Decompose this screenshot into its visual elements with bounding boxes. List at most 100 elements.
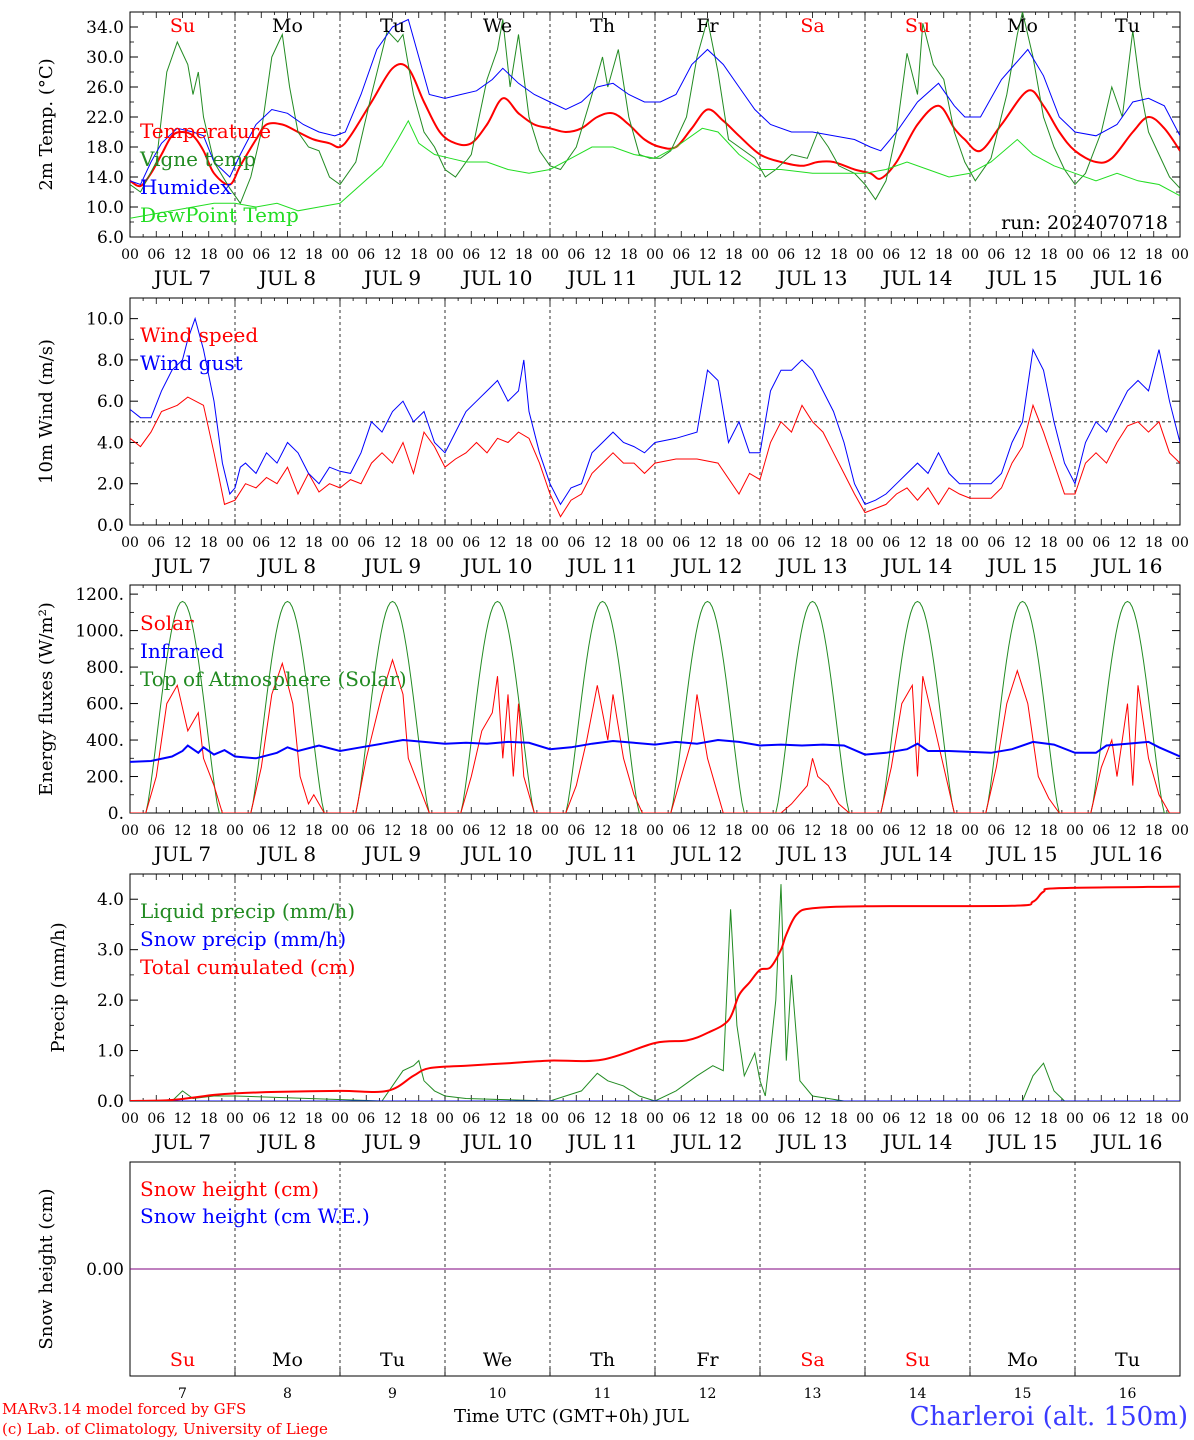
date-label: JUL 9 [362, 554, 421, 578]
y-tick-label: 600. [86, 695, 124, 715]
hour-tick-label: 06 [567, 247, 585, 263]
hour-tick-label: 18 [830, 823, 848, 839]
hour-tick-label: 00 [646, 535, 664, 551]
y-tick-label: 2.0 [97, 475, 124, 495]
date-label: JUL 7 [152, 842, 211, 866]
y-tick-label: 10.0 [86, 310, 124, 330]
hour-tick-label: 12 [489, 247, 507, 263]
hour-tick-label: 18 [515, 1111, 533, 1127]
weekday-label: Th [590, 1349, 615, 1371]
date-label: JUL 13 [776, 266, 848, 290]
weekday-label: Th [590, 15, 615, 37]
hour-tick-label: 06 [672, 247, 690, 263]
model-credit: MARv3.14 model forced by GFS [2, 1400, 247, 1418]
hour-tick-label: 06 [672, 535, 690, 551]
series-dewpoint-temp [130, 119, 1180, 219]
hour-tick-label: 06 [252, 1111, 270, 1127]
date-label: JUL 14 [881, 1130, 953, 1154]
hour-tick-label: 18 [620, 247, 638, 263]
hour-tick-label: 00 [751, 1111, 769, 1127]
y-tick-label: 6.0 [97, 392, 124, 412]
date-label: JUL 11 [566, 554, 638, 578]
legend-entry: Wind gust [140, 351, 243, 375]
hour-tick-label: 18 [935, 247, 953, 263]
hour-tick-label: 12 [384, 247, 402, 263]
hour-tick-label: 12 [699, 247, 717, 263]
hour-tick-label: 00 [436, 823, 454, 839]
date-label: JUL 10 [461, 266, 533, 290]
hour-tick-label: 12 [594, 535, 612, 551]
date-label: JUL 14 [881, 842, 953, 866]
toa-solar-line [130, 600, 1180, 813]
y-tick-label: 0.00 [86, 1260, 124, 1280]
hour-tick-label: 00 [646, 823, 664, 839]
hour-tick-label: 00 [856, 247, 874, 263]
hour-tick-label: 18 [200, 823, 218, 839]
date-label: JUL 7 [152, 554, 211, 578]
hour-tick-label: 18 [515, 247, 533, 263]
hour-tick-label: 06 [1092, 1111, 1110, 1127]
hour-tick-label: 12 [909, 1111, 927, 1127]
date-label: JUL 12 [671, 842, 743, 866]
hour-tick-label: 12 [279, 823, 297, 839]
weekday-label: Mo [1007, 1349, 1038, 1371]
date-label: JUL 12 [671, 554, 743, 578]
legend-entry: Snow height (cm) [140, 1177, 319, 1201]
hour-tick-label: 12 [804, 1111, 822, 1127]
hour-tick-label: 18 [725, 247, 743, 263]
weekday-label: We [483, 15, 512, 37]
y-tick-label: 0. [108, 804, 124, 824]
hour-tick-label: 06 [882, 535, 900, 551]
hour-tick-label: 18 [1145, 535, 1163, 551]
date-label: JUL 16 [1091, 1130, 1163, 1154]
date-label: JUL 15 [986, 266, 1058, 290]
legend-entry: Liquid precip (mm/h) [140, 899, 355, 923]
hour-tick-label: 06 [777, 247, 795, 263]
series-total-cumulated-cm [130, 885, 1180, 1101]
hour-tick-label: 18 [410, 247, 428, 263]
hour-tick-label: 00 [541, 823, 559, 839]
hour-tick-label: 18 [200, 1111, 218, 1127]
hour-tick-label: 12 [909, 535, 927, 551]
hour-tick-label: 00 [1171, 823, 1189, 839]
hour-tick-label: 00 [121, 823, 139, 839]
hour-tick-label: 12 [279, 247, 297, 263]
hour-tick-label: 06 [462, 535, 480, 551]
hour-tick-label: 12 [909, 823, 927, 839]
weekday-label: Mo [272, 1349, 303, 1371]
hour-tick-label: 06 [147, 535, 165, 551]
y-tick-label: 4.0 [97, 433, 124, 453]
hour-tick-label: 00 [1066, 823, 1084, 839]
hour-tick-label: 00 [961, 823, 979, 839]
y-axis-label: Precip (mm/h) [48, 922, 69, 1052]
hour-tick-label: 18 [935, 535, 953, 551]
day-number-label: 15 [1014, 1386, 1032, 1402]
hour-tick-label: 06 [357, 823, 375, 839]
y-tick-label: 30.0 [86, 48, 124, 68]
date-label: JUL 11 [566, 1130, 638, 1154]
hour-tick-label: 06 [357, 1111, 375, 1127]
hour-tick-label: 18 [620, 1111, 638, 1127]
weekday-label: Su [905, 1349, 930, 1371]
series-solar [130, 658, 1180, 813]
hour-tick-label: 18 [1040, 1111, 1058, 1127]
hour-tick-label: 12 [1119, 535, 1137, 551]
hour-tick-label: 00 [226, 247, 244, 263]
y-tick-label: 8.0 [97, 351, 124, 371]
hour-tick-label: 06 [147, 1111, 165, 1127]
weekday-label: We [483, 1349, 512, 1371]
legend-entry: Temperature [140, 119, 271, 143]
y-tick-label: 800. [86, 658, 124, 678]
hour-tick-label: 06 [672, 823, 690, 839]
hour-tick-label: 18 [620, 535, 638, 551]
date-label: JUL 16 [1091, 266, 1163, 290]
day-number-label: 12 [699, 1386, 717, 1402]
hour-tick-label: 00 [1066, 1111, 1084, 1127]
hour-tick-label: 12 [174, 823, 192, 839]
date-label: JUL 8 [257, 842, 316, 866]
weekday-label: Mo [272, 15, 303, 37]
legend-entry: Total cumulated (cm) [140, 955, 356, 979]
date-label: JUL 13 [776, 842, 848, 866]
hour-tick-label: 00 [751, 247, 769, 263]
date-label: JUL 14 [881, 554, 953, 578]
